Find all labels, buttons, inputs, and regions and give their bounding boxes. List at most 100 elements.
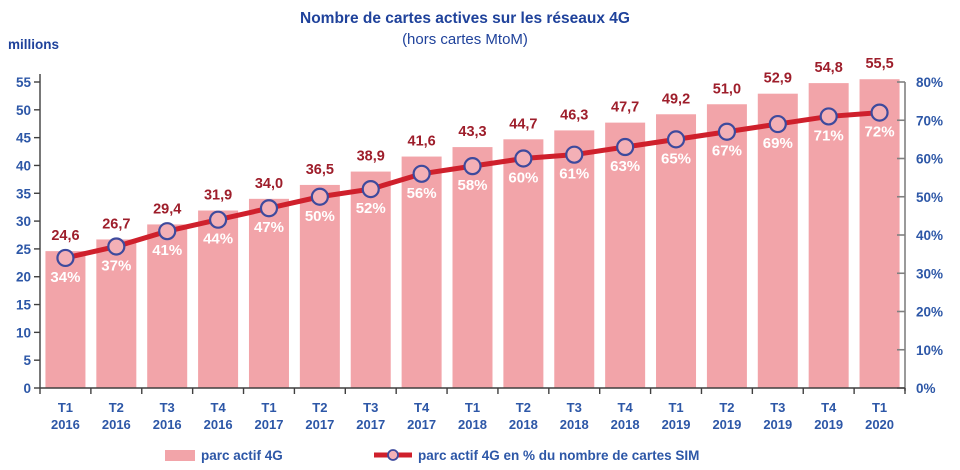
left-axis-tick-label: 15	[16, 298, 32, 313]
x-axis-category-quarter: T3	[567, 400, 582, 415]
bar-value-label: 55,5	[865, 56, 893, 72]
chart-title: Nombre de cartes actives sur les réseaux…	[300, 10, 630, 27]
bar-value-label: 43,3	[458, 124, 486, 140]
line-marker	[463, 157, 482, 176]
bar	[605, 122, 646, 388]
bar-percent-label: 69%	[763, 135, 793, 152]
x-axis-category-quarter: T1	[465, 400, 480, 415]
chart-subtitle: (hors cartes MtoM)	[402, 31, 528, 48]
bar	[452, 147, 493, 388]
x-axis-category-year: 2019	[712, 417, 741, 432]
left-axis-tick-label: 55	[16, 75, 32, 90]
x-axis-category-year: 2019	[763, 417, 792, 432]
line-marker	[412, 164, 431, 183]
bar-percent-label: 50%	[305, 208, 335, 225]
bar-percent-label: 34%	[50, 269, 80, 286]
bar-percent-label: 58%	[457, 177, 487, 194]
left-axis-tick-label: 25	[16, 242, 32, 257]
right-axis-tick-label: 40%	[916, 228, 943, 243]
bar-value-label: 24,6	[51, 228, 79, 244]
bar-value-label: 46,3	[560, 107, 588, 123]
bar	[147, 224, 188, 388]
line-legend-swatch-icon	[374, 448, 412, 462]
line-marker	[56, 248, 75, 268]
line-marker	[361, 180, 380, 199]
line-legend-label: parc actif 4G en % du nombre de cartes S…	[418, 447, 700, 463]
x-axis-category-quarter: T1	[58, 400, 73, 415]
legend: parc actif 4G parc actif 4G en % du nomb…	[0, 446, 960, 466]
line-marker	[870, 103, 889, 122]
x-axis-category-year: 2018	[509, 417, 538, 432]
bar	[401, 156, 442, 388]
line-marker	[310, 187, 329, 206]
x-axis-category-quarter: T2	[312, 400, 327, 415]
left-axis-tick-label: 45	[16, 131, 32, 146]
right-axis-tick-label: 50%	[916, 190, 943, 205]
bar-percent-label: 52%	[356, 200, 386, 217]
x-axis-category-quarter: T1	[261, 400, 276, 415]
x-axis-category-year: 2018	[611, 417, 640, 432]
x-axis-category-quarter: T2	[719, 400, 734, 415]
left-axis-tick-label: 5	[23, 353, 31, 368]
bar-value-label: 26,7	[102, 216, 130, 232]
bar	[706, 104, 747, 388]
bar	[96, 239, 137, 388]
bar	[656, 114, 697, 388]
left-axis-tick-label: 30	[16, 214, 31, 229]
right-axis-tick-label: 60%	[916, 152, 943, 167]
x-axis-category-quarter: T1	[668, 400, 683, 415]
x-axis-category-quarter: T4	[618, 400, 634, 415]
line-marker	[768, 114, 787, 134]
bar-value-label: 52,9	[764, 71, 792, 87]
bar	[299, 184, 340, 388]
left-axis-tick-label: 20	[16, 270, 31, 285]
bar-value-label: 36,5	[306, 162, 334, 178]
right-axis-tick-label: 0%	[916, 381, 936, 396]
bar	[350, 171, 391, 388]
right-axis-tick-label: 70%	[916, 113, 943, 128]
x-axis-category-quarter: T4	[821, 400, 837, 415]
line-marker	[107, 237, 126, 256]
bar-value-label: 49,2	[662, 91, 690, 107]
line-marker	[717, 122, 737, 141]
bar-percent-label: 44%	[203, 231, 233, 248]
line-marker	[259, 199, 279, 218]
bar	[45, 251, 86, 388]
x-axis-category-quarter: T4	[414, 400, 430, 415]
x-axis-category-quarter: T3	[363, 400, 378, 415]
right-axis-tick-label: 80%	[916, 75, 943, 90]
bar-percent-label: 47%	[254, 219, 284, 236]
x-axis-category-year: 2019	[662, 417, 691, 432]
bar	[248, 198, 289, 388]
right-axis-tick-label: 20%	[916, 305, 943, 320]
x-axis-category-year: 2018	[560, 417, 589, 432]
bar-percent-label: 41%	[152, 242, 182, 259]
left-axis-tick-label: 50	[16, 103, 31, 118]
bar-percent-label: 56%	[407, 185, 437, 202]
x-axis-category-year: 2017	[407, 417, 436, 432]
line-marker	[158, 222, 177, 241]
bar-value-label: 38,9	[357, 149, 385, 165]
left-axis-tick-label: 35	[16, 186, 32, 201]
bar-value-label: 41,6	[408, 134, 436, 150]
line-marker	[514, 149, 533, 168]
bar-percent-label: 65%	[661, 150, 691, 167]
x-axis-category-year: 2020	[865, 417, 894, 432]
line-marker	[819, 107, 838, 126]
left-axis-tick-label: 0	[23, 381, 31, 396]
x-axis-category-year: 2016	[51, 417, 80, 432]
bar	[808, 83, 849, 388]
bar	[503, 139, 544, 388]
bar	[859, 79, 900, 388]
bar-value-label: 34,0	[255, 176, 283, 192]
legend-item-line: parc actif 4G en % du nombre de cartes S…	[374, 446, 699, 464]
line-marker	[616, 137, 635, 157]
bar-value-label: 31,9	[204, 188, 232, 204]
left-axis-tick-label: 10	[16, 325, 31, 340]
title-block: Nombre de cartes actives sur les réseaux…	[0, 8, 930, 50]
legend-item-bars: parc actif 4G	[165, 446, 283, 464]
bar-value-label: 29,4	[153, 201, 181, 217]
line-marker	[565, 145, 584, 164]
